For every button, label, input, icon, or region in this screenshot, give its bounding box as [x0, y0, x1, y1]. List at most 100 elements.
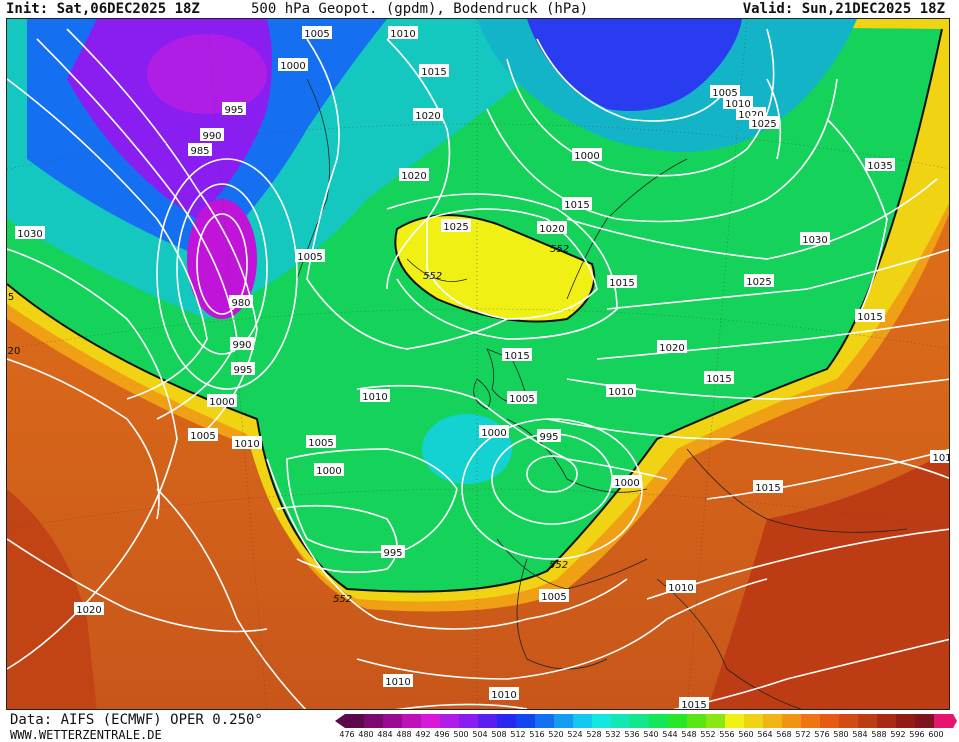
colorbar-left-arrow — [335, 714, 345, 728]
pressure-label: 1010 — [390, 29, 415, 40]
height-label: 552 — [549, 560, 568, 571]
colorbar-swatch — [478, 714, 498, 728]
colorbar-swatch — [497, 714, 517, 728]
pressure-label: 1000 — [316, 466, 341, 477]
low-center-north-magenta — [147, 34, 267, 114]
pressure-label: 1010 — [234, 439, 259, 450]
pressure-label: 990 — [232, 340, 251, 351]
pressure-label: 101 — [932, 453, 950, 464]
pressure-label: 990 — [202, 131, 221, 142]
colorbar-tick-label: 572 — [795, 730, 811, 739]
colorbar-swatch — [535, 714, 555, 728]
pressure-label-group: 1005 1010 1000 1015 995 1020 990 985 102… — [8, 26, 950, 710]
pressure-label: 1015 — [706, 374, 731, 385]
pressure-label: 1010 — [725, 99, 750, 110]
colorbar-tick-label: 508 — [491, 730, 507, 739]
colorbar-tick-label: 544 — [662, 730, 678, 739]
pressure-label: 1030 — [17, 229, 42, 240]
chart-header: Init: Sat,06DEC2025 18Z 500 hPa Geopot. … — [0, 0, 959, 18]
colorbar-swatch — [364, 714, 384, 728]
colorbar-tick-label: 592 — [890, 730, 906, 739]
colorbar-swatch — [345, 714, 365, 728]
pressure-label: 1015 — [681, 700, 706, 710]
colorbar-swatch — [516, 714, 536, 728]
pressure-label: 1000 — [209, 397, 234, 408]
colorbar-tick-label: 532 — [605, 730, 621, 739]
colorbar-swatch — [934, 714, 954, 728]
colorbar — [335, 714, 957, 728]
chart-footer: Data: AIFS (ECMWF) OPER 0.250° WWW.WETTE… — [0, 710, 959, 742]
pressure-label: 1005 — [541, 592, 566, 603]
colorbar-swatch — [573, 714, 593, 728]
pressure-label: 1015 — [421, 67, 446, 78]
chart-title: 500 hPa Geopot. (gpdm), Bodendruck (hPa) — [251, 1, 589, 17]
height-label: 552 — [550, 244, 569, 255]
colorbar-swatch — [858, 714, 878, 728]
colorbar-tick-label: 576 — [814, 730, 830, 739]
colorbar-tick-label: 488 — [396, 730, 412, 739]
colorbar-tick-label: 520 — [548, 730, 564, 739]
pressure-label: 1025 — [751, 119, 776, 130]
pressure-label: 980 — [231, 298, 250, 309]
pressure-label: 1020 — [738, 110, 763, 121]
colorbar-tick-label: 484 — [377, 730, 393, 739]
colorbar-tick-label: 496 — [434, 730, 450, 739]
pressure-label: 995 — [233, 365, 252, 376]
colorbar-tick-label: 528 — [586, 730, 602, 739]
colorbar-swatch — [383, 714, 403, 728]
pressure-label: 1020 — [539, 224, 564, 235]
colorbar-swatch — [706, 714, 726, 728]
pressure-label: 1005 — [304, 29, 329, 40]
colorbar-tick-label: 536 — [624, 730, 640, 739]
colorbar-swatch — [668, 714, 688, 728]
colorbar-swatch — [687, 714, 707, 728]
pressure-label: 1005 — [509, 394, 534, 405]
pressure-label: 1005 — [712, 88, 737, 99]
colorbar-tick-label: 556 — [719, 730, 735, 739]
pressure-label: 1010 — [608, 387, 633, 398]
pressure-label: 1035 — [867, 161, 892, 172]
pressure-label: 1000 — [574, 151, 599, 162]
pressure-label: 1015 — [857, 312, 882, 323]
colorbar-tick-labels: 476 480 484 488 492 496 500 504 508 512 516 520 524 5… — [339, 730, 953, 740]
colorbar-swatch — [554, 714, 574, 728]
colorbar-tick-label: 564 — [757, 730, 773, 739]
pressure-label: 1025 — [746, 277, 771, 288]
colorbar-swatch — [611, 714, 631, 728]
colorbar-swatch — [649, 714, 669, 728]
colorbar-right-arrow — [953, 714, 957, 728]
pressure-label: 1010 — [362, 392, 387, 403]
pressure-label: 1005 — [297, 252, 322, 263]
colorbar-swatch — [440, 714, 460, 728]
warm-core-southeast — [707, 450, 949, 709]
colorbar-swatch — [725, 714, 745, 728]
colorbar-swatch — [839, 714, 859, 728]
colorbar-swatch — [801, 714, 821, 728]
pressure-label: 1010 — [668, 583, 693, 594]
height-label-group: 552 552 552 552 — [333, 244, 569, 605]
colorbar-swatch — [820, 714, 840, 728]
colorbar-tick-label: 524 — [567, 730, 583, 739]
colorbar-tick-label: 596 — [909, 730, 925, 739]
pressure-label: 1020 — [659, 343, 684, 354]
pressure-label: 1005 — [190, 431, 215, 442]
pressure-label: 1015 — [504, 351, 529, 362]
colorbar-tick-label: 584 — [852, 730, 868, 739]
init-time-label: Init: Sat,06DEC2025 18Z — [6, 1, 200, 17]
colorbar-swatch — [896, 714, 916, 728]
colorbar-swatch — [744, 714, 764, 728]
pressure-label: 1020 — [76, 605, 101, 616]
colorbar-swatch — [877, 714, 897, 728]
pressure-label: 1025 — [443, 222, 468, 233]
coastlines — [296, 78, 908, 709]
pressure-label: 1020 — [401, 171, 426, 182]
colorbar-tick-label: 492 — [415, 730, 431, 739]
colorbar-tick-label: 480 — [358, 730, 374, 739]
weather-map[interactable]: 1005 1010 1000 1015 995 1020 990 985 102… — [6, 18, 950, 710]
height-label: 552 — [423, 271, 442, 282]
colorbar-swatch — [630, 714, 650, 728]
colorbar-swatch — [915, 714, 935, 728]
graticule — [7, 19, 949, 709]
colorbar-tick-label: 600 — [928, 730, 944, 739]
website-label: WWW.WETTERZENTRALE.DE — [10, 728, 162, 742]
